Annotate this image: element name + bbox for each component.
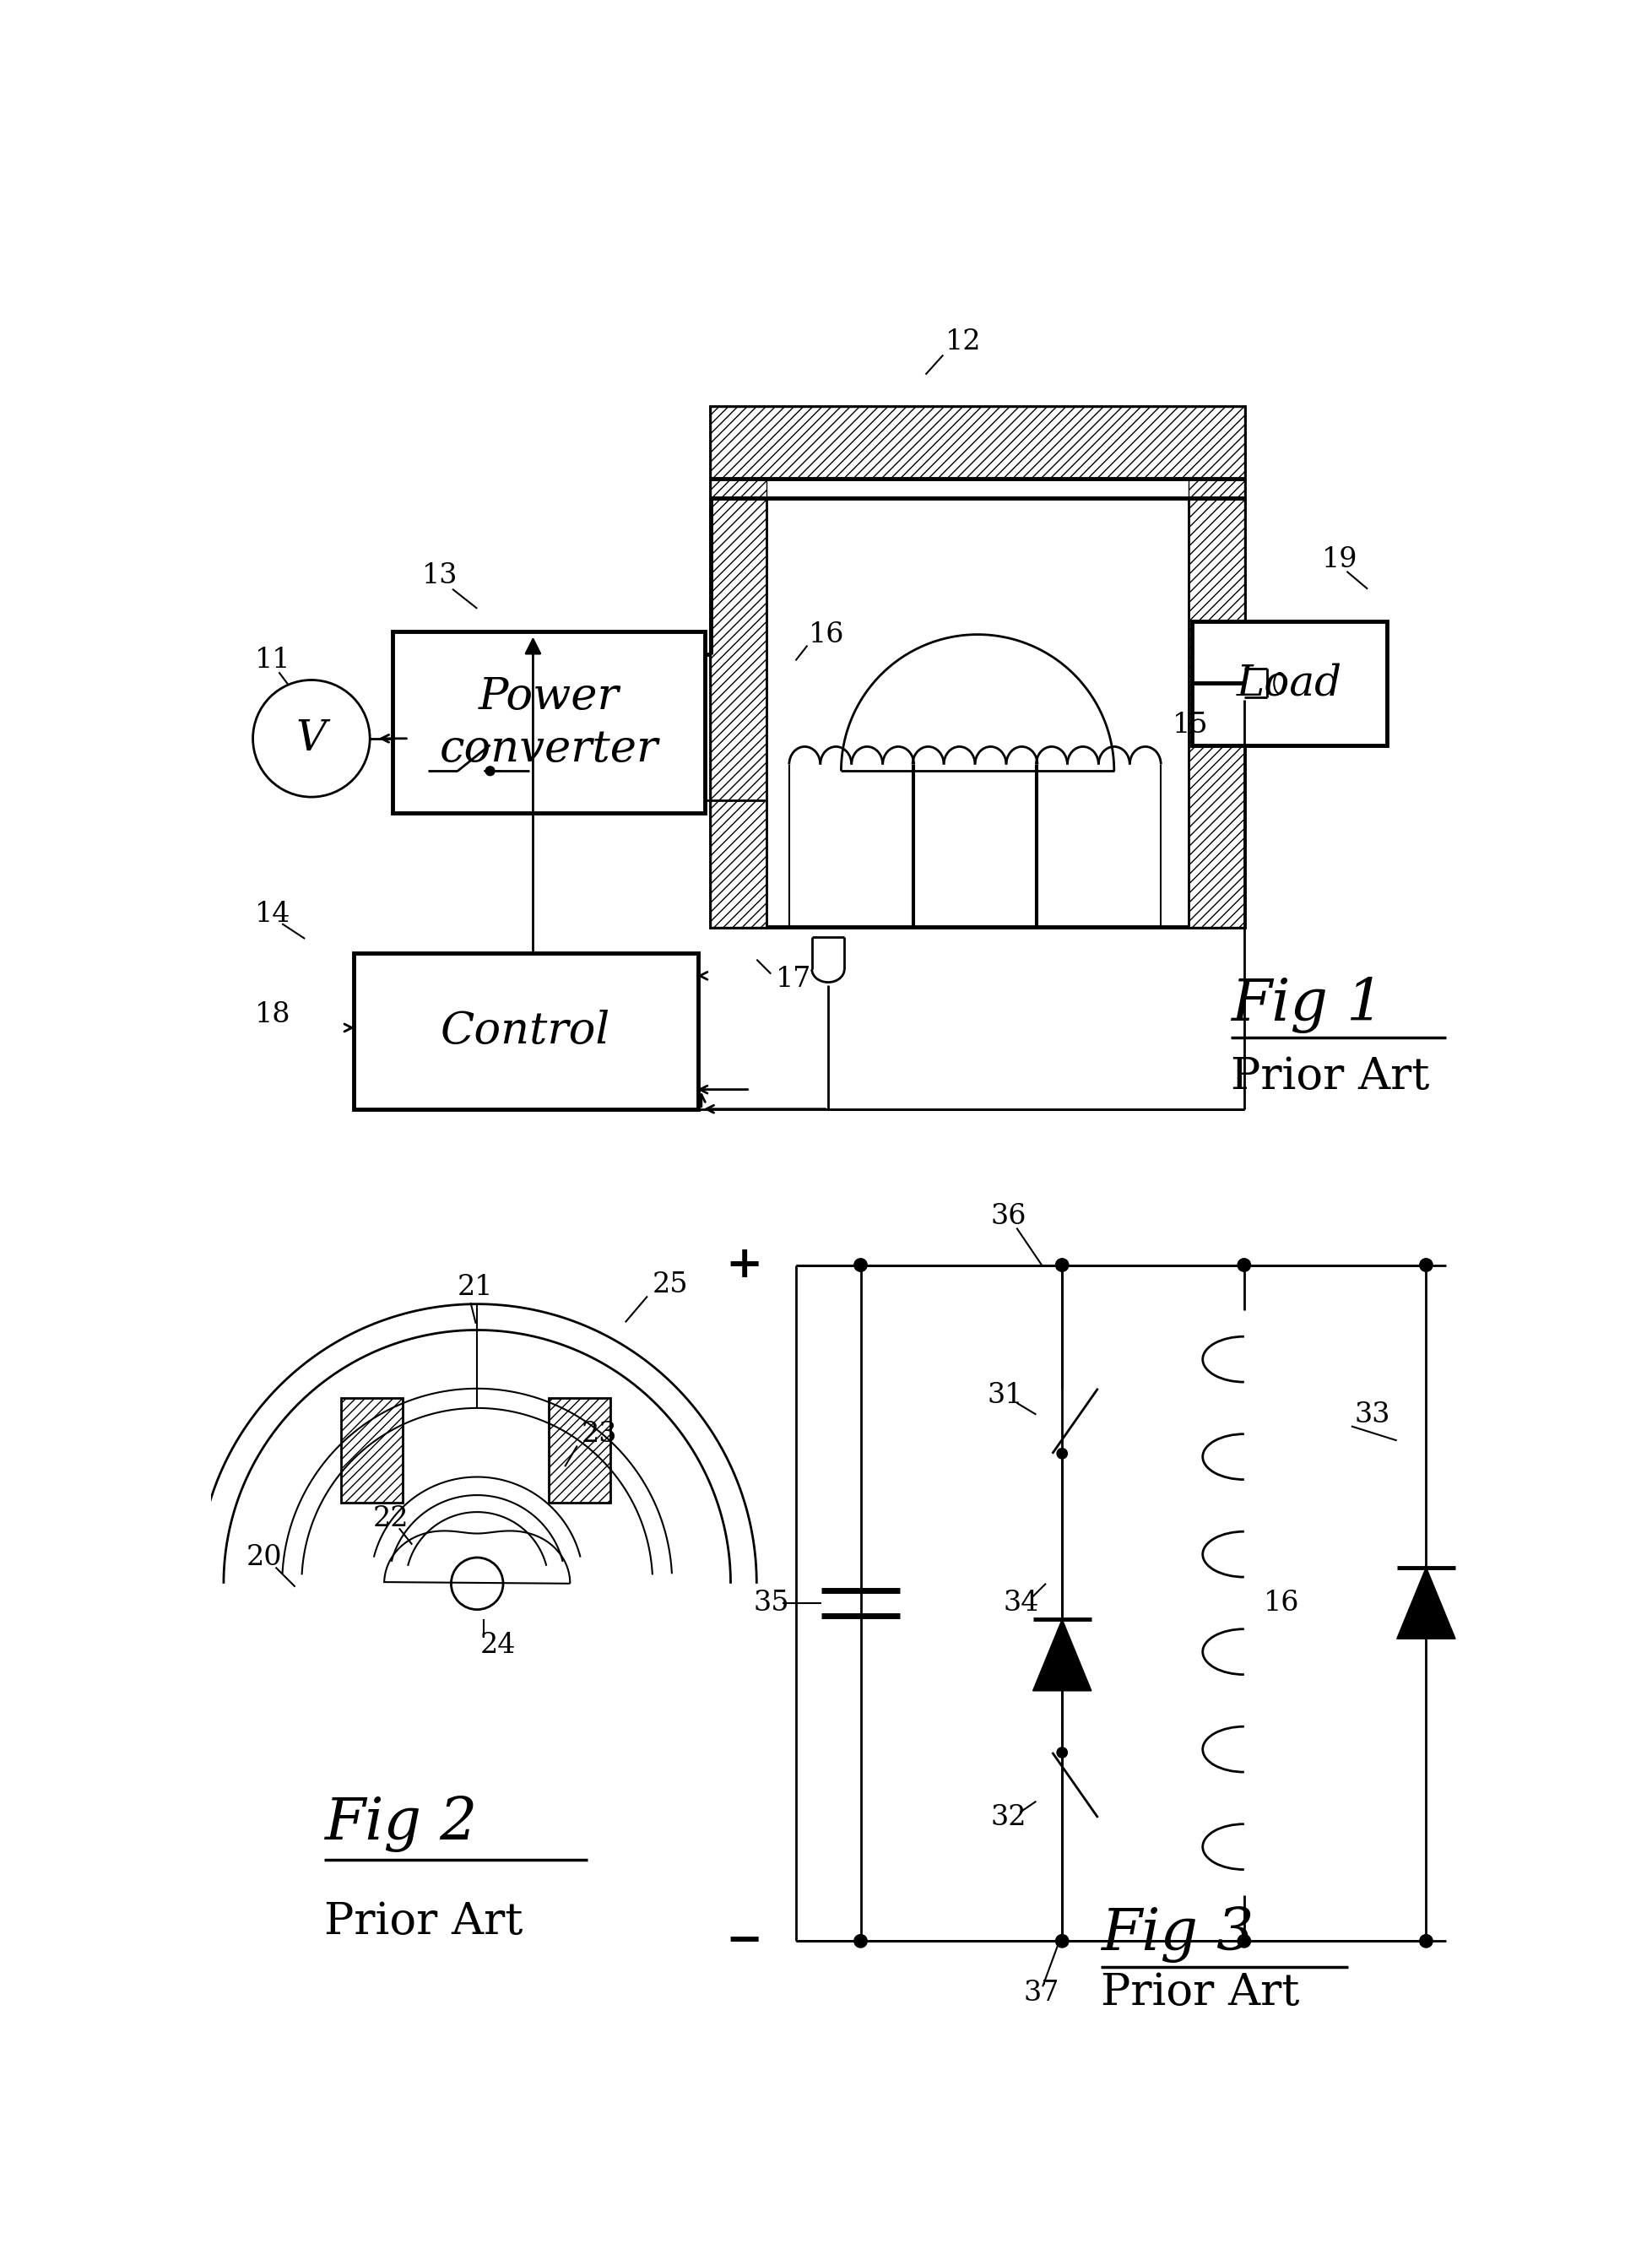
Circle shape <box>1057 1449 1067 1458</box>
Circle shape <box>1419 1258 1432 1271</box>
Text: 22: 22 <box>373 1506 410 1533</box>
Text: 19: 19 <box>1322 545 1358 573</box>
Circle shape <box>1237 1934 1251 1947</box>
Text: 34: 34 <box>1004 1589 1039 1616</box>
Text: V: V <box>296 717 327 760</box>
Text: 18: 18 <box>254 1001 291 1028</box>
Text: 24: 24 <box>481 1632 515 1659</box>
Bar <box>710 408 1244 478</box>
Text: 36: 36 <box>991 1204 1026 1231</box>
Text: 21: 21 <box>458 1274 494 1301</box>
Text: 23: 23 <box>582 1420 616 1447</box>
Text: 13: 13 <box>421 564 458 591</box>
Polygon shape <box>1398 1567 1455 1639</box>
Text: Fig 2: Fig 2 <box>324 1796 477 1853</box>
Bar <box>354 953 699 1109</box>
Text: 16: 16 <box>808 622 844 647</box>
Text: Prior Art: Prior Art <box>1102 1972 1300 2015</box>
Text: Control: Control <box>441 1010 611 1053</box>
Polygon shape <box>1032 1618 1092 1690</box>
Text: 32: 32 <box>991 1803 1026 1830</box>
Bar <box>710 408 1244 926</box>
Text: Prior Art: Prior Art <box>1231 1055 1431 1098</box>
Text: −: − <box>725 1920 763 1963</box>
Text: 17: 17 <box>776 965 811 992</box>
Bar <box>1193 622 1388 746</box>
Circle shape <box>1056 1258 1069 1271</box>
Text: 11: 11 <box>254 647 291 674</box>
Text: 33: 33 <box>1355 1402 1391 1429</box>
Circle shape <box>854 1258 867 1271</box>
Circle shape <box>1419 1934 1432 1947</box>
Text: +: + <box>725 1244 763 1287</box>
Bar <box>710 408 767 926</box>
Circle shape <box>1237 1258 1251 1271</box>
Text: 12: 12 <box>945 329 981 356</box>
Circle shape <box>1056 1934 1069 1947</box>
Text: 37: 37 <box>1023 1979 1059 2006</box>
Text: Fig 3: Fig 3 <box>1102 1907 1254 1963</box>
Bar <box>548 1397 610 1501</box>
Circle shape <box>854 1934 867 1947</box>
Text: Prior Art: Prior Art <box>324 1900 524 1943</box>
Text: Power: Power <box>477 676 620 719</box>
Text: 25: 25 <box>653 1271 689 1298</box>
Text: converter: converter <box>439 728 657 771</box>
Circle shape <box>486 766 494 775</box>
Text: 15: 15 <box>1173 712 1209 739</box>
Text: 14: 14 <box>254 902 291 926</box>
Bar <box>1189 408 1244 926</box>
Text: Load: Load <box>1237 663 1343 703</box>
Bar <box>393 631 705 814</box>
Text: 31: 31 <box>988 1382 1023 1409</box>
Text: 35: 35 <box>753 1589 790 1616</box>
Text: Fig 1: Fig 1 <box>1231 976 1384 1032</box>
Text: 20: 20 <box>246 1544 282 1571</box>
Bar <box>340 1397 403 1501</box>
Text: 16: 16 <box>1264 1589 1300 1616</box>
Circle shape <box>1057 1747 1067 1758</box>
